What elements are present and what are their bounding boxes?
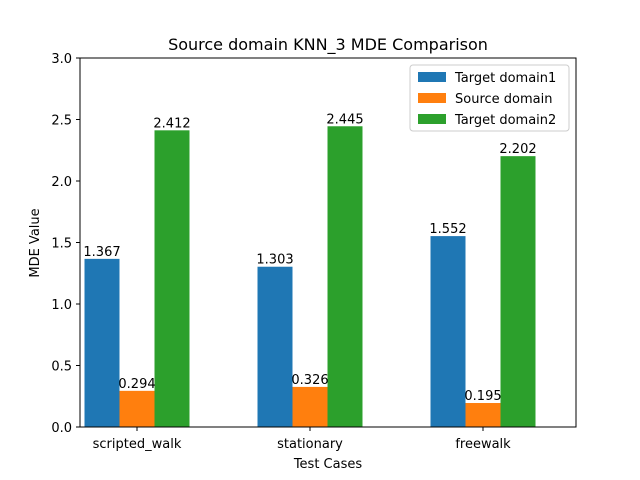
y-tick-label: 0.5 bbox=[51, 360, 72, 375]
legend: Target domain1 Source domain Target domain… bbox=[409, 64, 570, 132]
legend-box bbox=[409, 64, 570, 132]
x-tick-label: stationary bbox=[277, 437, 343, 452]
bar-source-domain-scripted_walk bbox=[119, 390, 155, 427]
legend-entry: Target domain1 bbox=[454, 71, 556, 86]
bar-target-domain2-scripted_walk bbox=[154, 130, 190, 427]
y-tick-label: 2.5 bbox=[51, 114, 72, 129]
bar-target-domain2-freewalk bbox=[500, 156, 536, 428]
bar-target-domain1-scripted_walk bbox=[84, 258, 120, 427]
y-tick-label: 1.0 bbox=[51, 298, 72, 313]
x-tick-label: scripted_walk bbox=[93, 437, 182, 452]
legend-swatch bbox=[418, 114, 446, 124]
y-axis-title: MDE Value bbox=[28, 208, 43, 277]
data-label: 0.294 bbox=[118, 377, 155, 392]
data-label: 1.367 bbox=[83, 245, 120, 260]
data-label: 2.412 bbox=[153, 116, 190, 131]
legend-entry: Target domain2 bbox=[454, 113, 556, 128]
bars-layer bbox=[84, 126, 536, 428]
y-tick-label: 1.5 bbox=[51, 237, 72, 252]
x-axis-title: Test Cases bbox=[293, 457, 363, 472]
data-labels-layer: 1.367 1.303 1.552 0.294 0.326 0.195 2.412 2.445… bbox=[83, 112, 536, 404]
bar-target-domain1-stationary bbox=[257, 266, 293, 427]
bar-source-domain-stationary bbox=[292, 386, 328, 427]
chart-title: Source domain KNN_3 MDE Comparison bbox=[168, 35, 488, 55]
bar-source-domain-freewalk bbox=[465, 403, 501, 427]
bar-target-domain2-stationary bbox=[327, 126, 363, 427]
data-label: 1.303 bbox=[256, 253, 293, 268]
bar-target-domain1-freewalk bbox=[430, 236, 466, 427]
data-label: 0.195 bbox=[464, 389, 501, 404]
data-label: 1.552 bbox=[429, 222, 466, 237]
y-tick-label: 2.0 bbox=[51, 175, 72, 190]
legend-swatch bbox=[418, 93, 446, 103]
y-tick-label: 3.0 bbox=[51, 52, 72, 67]
x-tick-label: freewalk bbox=[455, 437, 511, 452]
y-tick-label: 0.0 bbox=[51, 421, 72, 436]
data-label: 0.326 bbox=[291, 373, 328, 388]
legend-entry: Source domain bbox=[455, 92, 552, 107]
data-label: 2.445 bbox=[326, 112, 363, 127]
data-label: 2.202 bbox=[499, 142, 536, 157]
legend-swatch bbox=[418, 72, 446, 82]
axes-layer: 0.0 0.5 1.0 1.5 2.0 2.5 3.0 scripted_walk statio… bbox=[51, 52, 577, 452]
